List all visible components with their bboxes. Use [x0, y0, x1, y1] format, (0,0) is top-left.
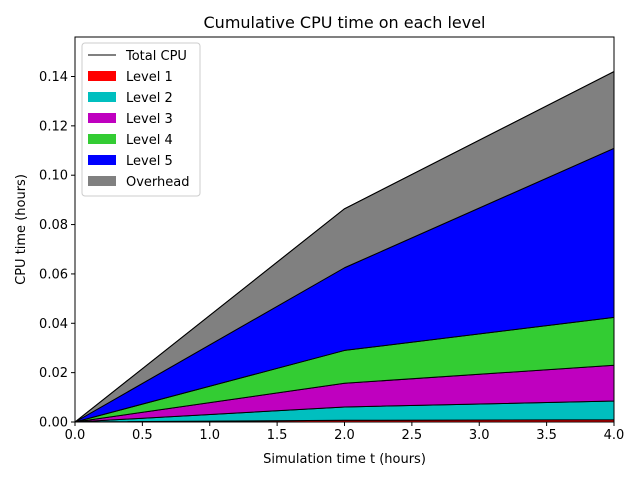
- x-axis-label: Simulation time t (hours): [263, 452, 426, 467]
- legend-label-level-2: Level 2: [126, 91, 173, 106]
- y-tick-label: 0.12: [39, 119, 68, 134]
- legend-label-total-cpu: Total CPU: [125, 49, 187, 64]
- legend: Total CPU Level 1 Level 2 Level 3 Level 4 Lev…: [81, 42, 201, 197]
- legend-label-level-1: Level 1: [126, 70, 173, 85]
- y-tick-label: 0.00: [39, 416, 68, 431]
- legend-label-level-5: Level 5: [126, 154, 173, 169]
- chart-title: Cumulative CPU time on each level: [204, 13, 486, 32]
- legend-swatch-level-5: [88, 155, 116, 165]
- y-tick-label: 0.08: [39, 218, 68, 233]
- axis-ticks-group: 0.0 0.5 1.0 1.5 2.0 2.5 3.0 3.5 4.0 0.00 0.02 0.04 0…: [39, 70, 624, 443]
- area-series-group: [74, 71, 615, 423]
- legend-label-level-3: Level 3: [126, 112, 173, 127]
- x-tick-label: 0.5: [132, 428, 153, 443]
- y-tick-label: 0.02: [39, 366, 68, 381]
- legend-swatch-level-2: [88, 92, 116, 102]
- legend-label-overhead: Overhead: [126, 175, 190, 190]
- y-tick-label: 0.10: [39, 169, 68, 184]
- legend-swatch-level-4: [88, 134, 116, 144]
- legend-swatch-overhead: [88, 176, 116, 186]
- x-tick-label: 1.5: [267, 428, 288, 443]
- plot-frame: [74, 36, 615, 423]
- line-total-cpu: [74, 71, 615, 423]
- y-axis-label: CPU time (hours): [14, 174, 29, 285]
- x-tick-label: 3.5: [536, 428, 557, 443]
- x-tick-label: 3.0: [469, 428, 490, 443]
- x-tick-label: 1.0: [199, 428, 220, 443]
- x-tick-label: 0.0: [65, 428, 86, 443]
- y-tick-label: 0.06: [39, 267, 68, 282]
- x-tick-label: 2.0: [334, 428, 355, 443]
- legend-swatch-level-3: [88, 113, 116, 123]
- y-tick-label: 0.04: [39, 317, 68, 332]
- x-tick-label: 2.5: [402, 428, 423, 443]
- y-tick-label: 0.14: [39, 70, 68, 85]
- legend-label-level-4: Level 4: [126, 133, 173, 148]
- x-tick-label: 4.0: [604, 428, 625, 443]
- legend-swatch-level-1: [88, 71, 116, 81]
